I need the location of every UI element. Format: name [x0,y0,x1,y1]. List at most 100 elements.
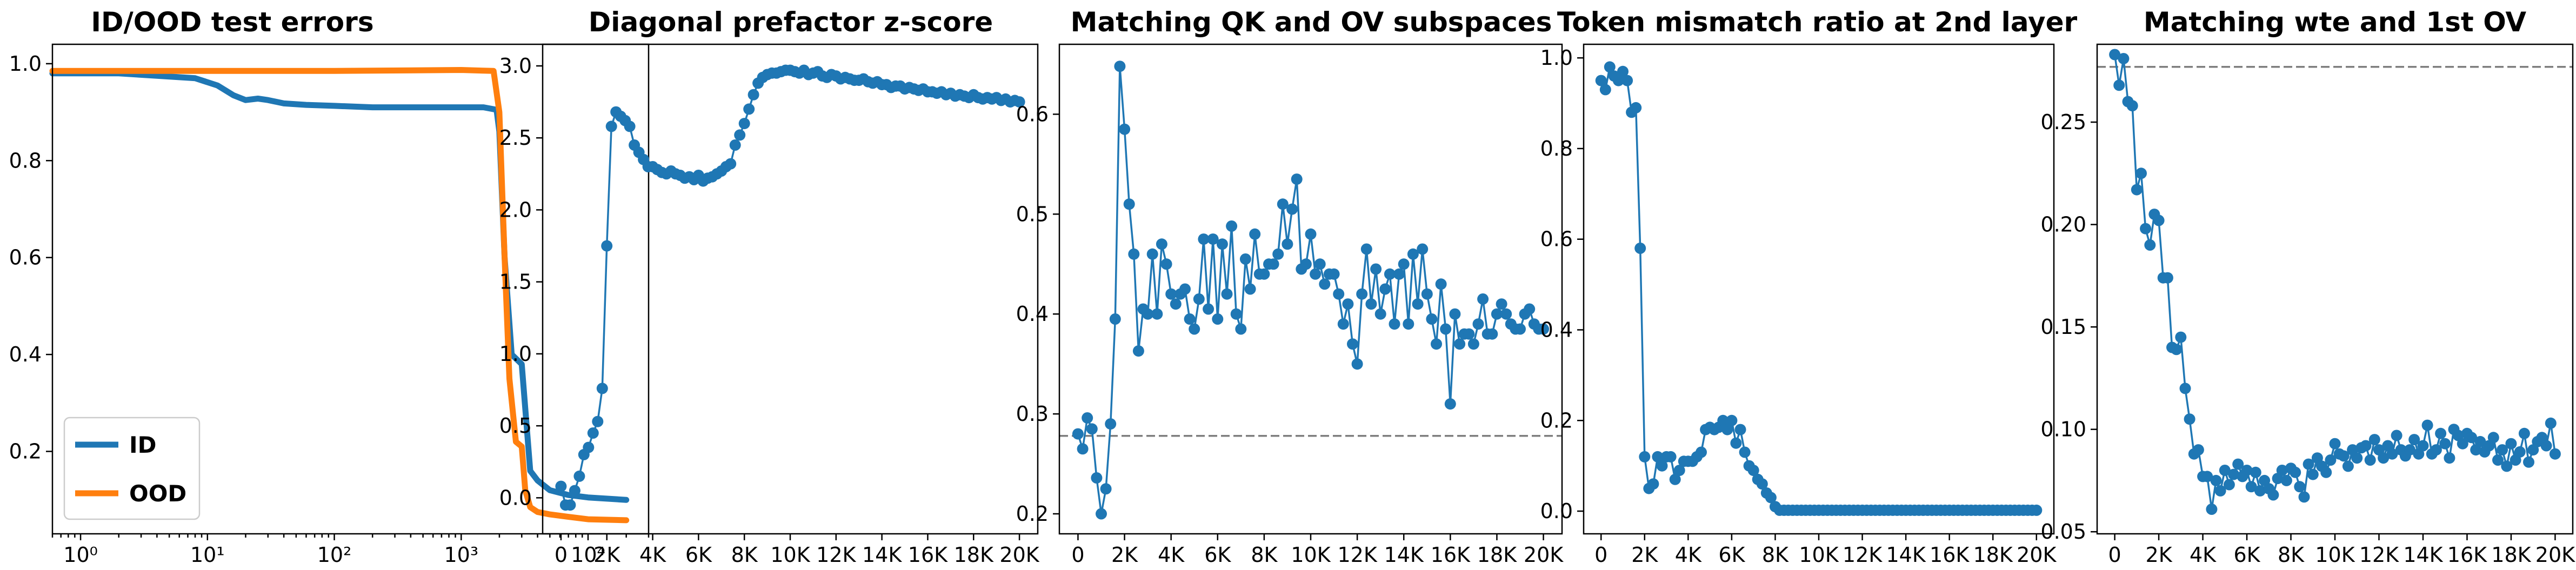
data-point [1258,268,1270,280]
data-point [1351,358,1363,370]
x-tick-label: 16K [1431,543,1471,567]
data-point [2487,432,2499,444]
data-point [1647,478,1659,490]
y-tick-label: 0.6 [1540,227,1573,251]
panel-id-ood-test-errors: ID/OOD test errors 10⁰ 10¹ 10² 10³ 10⁴ 0.2 0.4… [9,6,650,567]
x-tick-label: 10K [1799,543,1839,567]
data-point [1184,313,1196,325]
panel-matching-wte-1st-ov: Matching wte and 1st OV 0 2K 4K 6K 8K 10K 12K 1… [2040,6,2575,567]
data-point [1114,61,1126,72]
data-point [1160,258,1172,270]
y-tick-label: 0.2 [1540,408,1573,432]
data-point [1123,198,1135,210]
x-tick-label: 0 [2108,543,2121,567]
data-point [1524,303,1536,315]
data-point [2545,417,2557,429]
data-point [2126,100,2138,112]
series-line [560,69,1020,506]
y-tick-label: 0.20 [2040,213,2086,237]
data-point [1221,288,1233,300]
data-point [1463,328,1475,340]
y-tick-label: 0.0 [1540,499,1573,523]
data-point [1146,248,1158,260]
data-point [1235,323,1247,335]
data-point [2135,167,2147,179]
data-point [1207,233,1219,245]
data-point [1721,424,1733,435]
data-point [2404,444,2415,456]
data-point [1370,263,1382,275]
data-point [596,383,608,394]
data-point [1356,288,1368,300]
x-tick-label: 10K [1291,543,1331,567]
data-point [1717,414,1729,426]
legend-label: ID [129,432,157,458]
data-point [1216,238,1228,250]
y-tick-label: 0.0 [499,486,532,509]
plot-frame [51,43,650,535]
y-tick-label: 0.8 [9,149,42,172]
data-point [2254,485,2266,497]
data-point [2210,474,2222,486]
legend-label: OOD [129,480,186,507]
data-point [2501,460,2513,472]
y-tick-label: 0.3 [1016,402,1049,426]
x-tick-label: 8K [731,543,758,567]
data-point [2228,468,2240,480]
data-point [592,415,604,427]
data-point [1013,96,1025,108]
x-tick-label: 10² [317,543,352,567]
data-point [2329,438,2341,450]
x-tick-label: 10¹ [190,543,225,567]
x-tick-label: 4K [639,543,666,567]
data-point [1109,313,1121,325]
data-point [2223,479,2235,491]
data-point [573,470,585,482]
y-tick-label: 0.15 [2040,315,2086,339]
panel-title: Diagonal prefactor z-score [589,6,993,38]
data-point [1249,228,1261,240]
data-point [1203,303,1214,315]
x-tick-label: 0 [1594,543,1607,567]
y-tick-label: 0.4 [1540,318,1573,342]
data-point [1314,258,1326,270]
data-point [2364,454,2376,466]
data-point [2214,485,2226,497]
data-point [2360,440,2372,452]
data-point [1426,313,1438,325]
y-tick-label: 2.5 [499,126,532,150]
data-point [2219,465,2231,476]
y-tick-label: 0.05 [2040,520,2086,544]
data-point [1621,75,1633,86]
x-tick-label: 20K [999,543,1039,567]
data-point [2378,452,2390,464]
data-point [1739,446,1751,458]
y-tick-label: 0.2 [9,440,42,464]
data-point [1612,75,1624,86]
data-point [1151,308,1163,320]
data-point [2245,481,2257,493]
x-tick-label: 16K [2447,543,2487,567]
data-point [2131,184,2143,196]
data-point [1756,478,1768,490]
panel-title: Matching QK and OV subspaces [1071,6,1552,38]
data-point [1417,243,1429,255]
x-tick-label: 6K [2233,543,2260,567]
y-tick-label: 3.0 [499,54,532,78]
data-point [2474,435,2486,447]
x-tick-label: 2K [1111,543,1138,567]
data-point [2320,466,2332,478]
data-point [1599,84,1611,96]
x-tick-label: 4K [2190,543,2217,567]
data-point [2201,471,2213,482]
data-point [2303,458,2314,470]
data-point [1514,323,1526,335]
x-tick-label: 0 [555,543,568,567]
data-point [601,240,613,252]
data-point [1096,508,1107,520]
data-point [1477,293,1489,305]
data-point [2492,454,2504,466]
data-point [1393,268,1405,280]
data-point [1337,318,1349,330]
data-point [1656,460,1668,472]
